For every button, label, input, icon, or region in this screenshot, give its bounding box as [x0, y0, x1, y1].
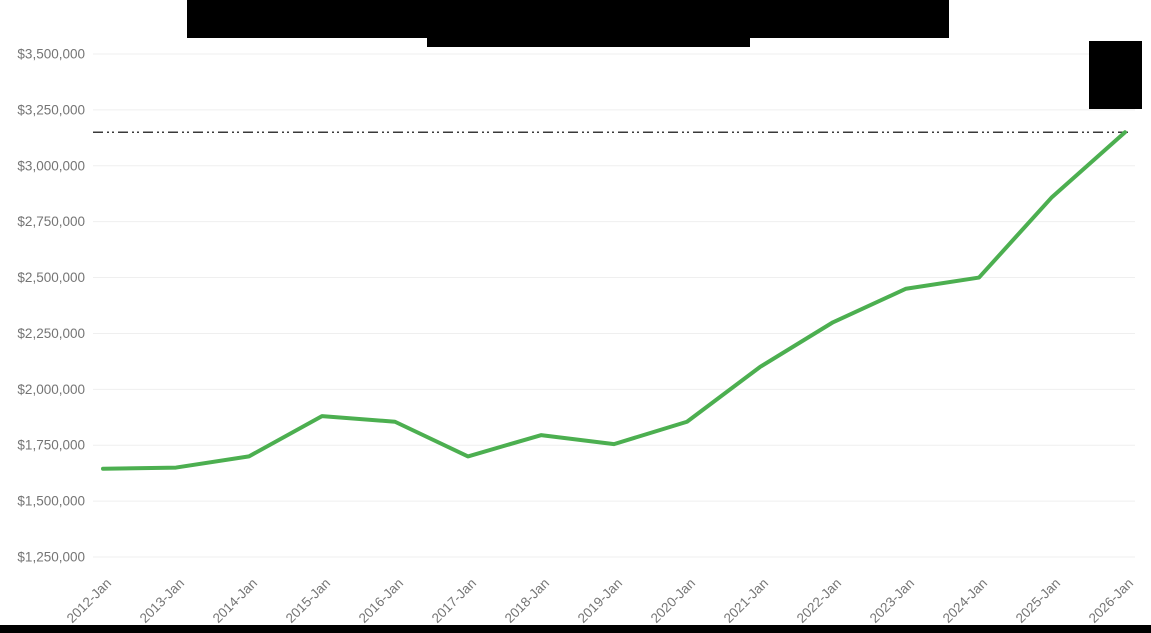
x-tick-label: 2021-Jan — [721, 576, 771, 626]
y-tick-label: $2,500,000 — [17, 270, 85, 285]
x-tick-label: 2022-Jan — [794, 576, 844, 626]
redacted-top-right-block — [1089, 41, 1142, 109]
x-tick-label: 2019-Jan — [575, 576, 625, 626]
redacted-bottom-bar — [0, 625, 1151, 633]
x-tick-label: 2016-Jan — [356, 576, 406, 626]
x-tick-label: 2012-Jan — [64, 576, 114, 626]
y-tick-label: $2,250,000 — [17, 326, 85, 341]
x-tick-label: 2014-Jan — [210, 576, 260, 626]
y-tick-label: $3,000,000 — [17, 158, 85, 173]
y-tick-label: $2,750,000 — [17, 214, 85, 229]
x-tick-label: 2023-Jan — [867, 576, 917, 626]
y-tick-label: $1,750,000 — [17, 438, 85, 453]
x-tick-label: 2020-Jan — [648, 576, 698, 626]
x-tick-label: 2018-Jan — [502, 576, 552, 626]
redacted-title-block-lower — [427, 30, 750, 47]
y-tick-label: $1,250,000 — [17, 550, 85, 565]
x-tick-label: 2017-Jan — [429, 576, 479, 626]
series-line — [101, 130, 1127, 471]
y-gridlines — [93, 53, 1135, 558]
x-tick-label: 2025-Jan — [1013, 576, 1063, 626]
x-axis-labels: 2012-Jan 2013-Jan 2014-Jan 2015-Jan 2016-Jan… — [64, 576, 1136, 626]
x-tick-label: 2015-Jan — [283, 576, 333, 626]
y-tick-label: $3,500,000 — [17, 47, 85, 62]
y-axis-labels: $3,500,000 $3,250,000 $3,000,000 $2,750,000… — [17, 47, 85, 565]
y-tick-label: $3,250,000 — [17, 102, 85, 117]
x-tick-label: 2013-Jan — [137, 576, 187, 626]
x-tick-label: 2026-Jan — [1086, 576, 1136, 626]
y-tick-label: $1,500,000 — [17, 494, 85, 509]
x-tick-label: 2024-Jan — [940, 576, 990, 626]
y-tick-label: $2,000,000 — [17, 382, 85, 397]
